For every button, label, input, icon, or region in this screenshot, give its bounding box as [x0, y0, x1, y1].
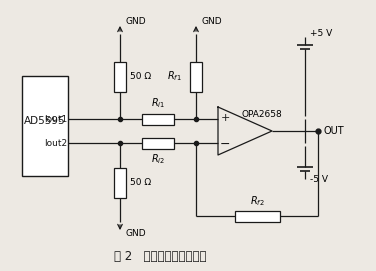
Text: GND: GND — [201, 18, 221, 27]
Bar — [114, 167, 126, 198]
Bar — [142, 114, 174, 124]
Text: -5 V: -5 V — [310, 175, 328, 183]
Text: $R_{i1}$: $R_{i1}$ — [151, 96, 165, 110]
Text: +5 V: +5 V — [310, 28, 332, 37]
Text: +: + — [220, 113, 230, 123]
Text: 50 Ω: 50 Ω — [130, 178, 151, 187]
Text: OUT: OUT — [324, 126, 345, 136]
Bar — [190, 62, 202, 92]
Text: −: − — [220, 137, 230, 150]
Text: 50 Ω: 50 Ω — [130, 72, 151, 81]
Bar — [235, 211, 279, 221]
Text: $R_{f2}$: $R_{f2}$ — [250, 194, 264, 208]
Bar — [114, 62, 126, 92]
Bar — [22, 76, 68, 176]
Bar — [142, 137, 174, 149]
Text: Iout2: Iout2 — [44, 138, 67, 147]
Text: AD5595: AD5595 — [24, 116, 66, 126]
Text: GND: GND — [125, 18, 146, 27]
Text: GND: GND — [125, 230, 146, 238]
Text: Iout1: Iout1 — [44, 115, 67, 124]
Text: 图 2   差分方式输出原理图: 图 2 差分方式输出原理图 — [114, 250, 206, 263]
Text: $R_{i2}$: $R_{i2}$ — [151, 152, 165, 166]
Text: OPA2658: OPA2658 — [242, 110, 282, 119]
Text: $R_{f1}$: $R_{f1}$ — [167, 70, 182, 83]
